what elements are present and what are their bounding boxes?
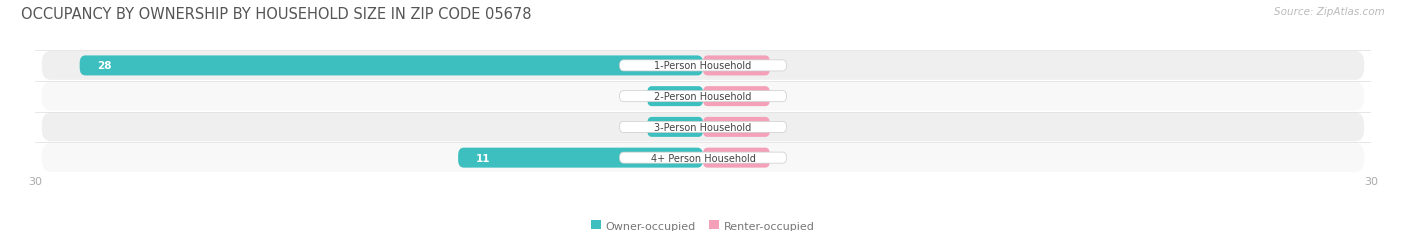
Text: OCCUPANCY BY OWNERSHIP BY HOUSEHOLD SIZE IN ZIP CODE 05678: OCCUPANCY BY OWNERSHIP BY HOUSEHOLD SIZE… bbox=[21, 7, 531, 22]
FancyBboxPatch shape bbox=[703, 87, 769, 107]
Text: 3-Person Household: 3-Person Household bbox=[654, 122, 752, 132]
FancyBboxPatch shape bbox=[42, 113, 1364, 142]
FancyBboxPatch shape bbox=[647, 117, 703, 137]
FancyBboxPatch shape bbox=[647, 87, 703, 107]
Text: 0: 0 bbox=[776, 122, 783, 132]
Text: Source: ZipAtlas.com: Source: ZipAtlas.com bbox=[1274, 7, 1385, 17]
Text: 0: 0 bbox=[634, 122, 641, 132]
FancyBboxPatch shape bbox=[620, 152, 786, 164]
FancyBboxPatch shape bbox=[80, 56, 703, 76]
Text: 11: 11 bbox=[475, 153, 491, 163]
Text: 1-Person Household: 1-Person Household bbox=[654, 61, 752, 71]
Text: 0: 0 bbox=[776, 153, 783, 163]
FancyBboxPatch shape bbox=[620, 122, 786, 133]
Text: 0: 0 bbox=[634, 92, 641, 102]
FancyBboxPatch shape bbox=[42, 52, 1364, 81]
Text: 28: 28 bbox=[97, 61, 112, 71]
FancyBboxPatch shape bbox=[703, 56, 769, 76]
Text: 0: 0 bbox=[776, 61, 783, 71]
FancyBboxPatch shape bbox=[42, 143, 1364, 172]
FancyBboxPatch shape bbox=[703, 117, 769, 137]
FancyBboxPatch shape bbox=[620, 91, 786, 102]
Text: 2-Person Household: 2-Person Household bbox=[654, 92, 752, 102]
Text: 4+ Person Household: 4+ Person Household bbox=[651, 153, 755, 163]
FancyBboxPatch shape bbox=[703, 148, 769, 168]
FancyBboxPatch shape bbox=[42, 82, 1364, 111]
FancyBboxPatch shape bbox=[458, 148, 703, 168]
Legend: Owner-occupied, Renter-occupied: Owner-occupied, Renter-occupied bbox=[586, 216, 820, 231]
FancyBboxPatch shape bbox=[620, 61, 786, 72]
Text: 0: 0 bbox=[776, 92, 783, 102]
